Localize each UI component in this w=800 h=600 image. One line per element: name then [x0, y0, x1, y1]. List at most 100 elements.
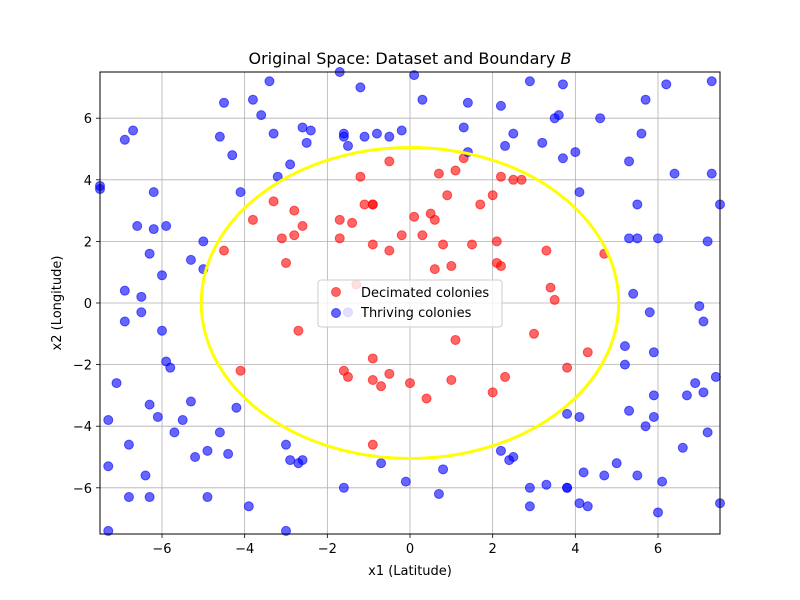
thriving-point	[243, 501, 254, 512]
thriving-point	[417, 94, 428, 105]
thriving-point	[219, 97, 229, 108]
thriving-point	[214, 427, 225, 438]
thriving-point	[653, 233, 663, 244]
thriving-point	[165, 362, 176, 373]
legend-label-thriving: Thriving colonies	[360, 306, 472, 321]
thriving-point	[698, 316, 709, 327]
thriving-point	[657, 476, 668, 487]
decimated-point	[562, 362, 573, 373]
thriving-point	[524, 482, 535, 493]
thriving-point	[231, 402, 242, 413]
thriving-point	[495, 100, 506, 111]
thriving-point	[648, 411, 659, 422]
thriving-point	[508, 128, 519, 139]
thriving-point	[698, 387, 709, 398]
thriving-point	[202, 445, 213, 456]
decimated-point	[495, 171, 506, 182]
decimated-point	[293, 325, 304, 336]
thriving-point	[343, 140, 353, 151]
thriving-point	[677, 442, 688, 453]
decimated-point	[338, 365, 349, 376]
decimated-point	[500, 371, 511, 382]
decimated-point	[235, 365, 246, 376]
decimated-point	[289, 205, 300, 216]
thriving-point	[669, 168, 680, 179]
thriving-point	[111, 378, 122, 389]
thriving-point	[144, 399, 155, 410]
decimated-point	[219, 245, 229, 256]
decimated-point	[442, 190, 453, 201]
thriving-point	[338, 482, 349, 493]
legend-marker-thriving	[331, 308, 341, 318]
thriving-point	[495, 445, 506, 456]
thriving-point	[359, 131, 370, 142]
thriving-point	[301, 137, 312, 148]
thriving-point	[706, 168, 717, 179]
decimated-point	[446, 261, 457, 272]
y-tick-label: 6	[84, 112, 92, 127]
decimated-point	[429, 214, 440, 225]
thriving-point	[619, 359, 630, 370]
y-tick-label: 0	[84, 297, 92, 312]
thriving-point	[574, 187, 585, 198]
thriving-point	[214, 131, 225, 142]
thriving-point	[123, 492, 134, 503]
thriving-point	[562, 482, 573, 493]
thriving-point	[371, 128, 382, 139]
thriving-point	[557, 153, 568, 164]
thriving-point	[640, 94, 651, 105]
decimated-point	[475, 199, 486, 210]
thriving-point	[574, 411, 585, 422]
decimated-point	[450, 165, 461, 176]
thriving-point	[628, 288, 639, 299]
thriving-point	[640, 421, 651, 432]
decimated-point	[429, 264, 440, 275]
decimated-point	[495, 261, 506, 272]
thriving-point	[136, 291, 147, 302]
thriving-point	[256, 110, 267, 121]
decimated-point	[421, 393, 432, 404]
thriving-point	[632, 470, 643, 481]
decimated-point	[359, 199, 370, 210]
decimated-point	[347, 217, 358, 228]
x-tick-label: 4	[571, 542, 579, 557]
x-axis-ticks: −6 −4 −2 0 2 4 6	[152, 534, 662, 557]
decimated-point	[376, 381, 387, 392]
y-axis-ticks: −6 −4 −2 0 2 4 6	[73, 112, 100, 497]
x-tick-label: 2	[489, 542, 497, 557]
thriving-point	[632, 233, 643, 244]
thriving-point	[144, 248, 155, 259]
thriving-point	[562, 408, 573, 419]
x-axis-label: x1 (Latitude)	[368, 564, 452, 579]
decimated-point	[450, 334, 461, 345]
thriving-point	[227, 150, 238, 161]
decimated-point	[541, 245, 552, 256]
x-tick-label: 6	[654, 542, 662, 557]
thriving-point	[285, 455, 296, 466]
decimated-point	[367, 199, 378, 210]
decimated-point	[508, 174, 519, 185]
y-tick-label: −6	[73, 482, 92, 497]
chart-title-math: B	[561, 49, 572, 68]
thriving-point	[198, 236, 209, 247]
thriving-point	[578, 467, 589, 478]
thriving-point	[235, 187, 246, 198]
decimated-point	[367, 239, 378, 250]
thriving-point	[285, 159, 296, 170]
thriving-point	[438, 464, 449, 475]
decimated-point	[529, 328, 539, 339]
boundary-circle	[199, 145, 621, 461]
thriving-point	[599, 470, 610, 481]
decimated-point	[276, 233, 287, 244]
decimated-point	[516, 174, 527, 185]
thriving-point	[690, 378, 701, 389]
thriving-point	[648, 347, 659, 358]
thriving-point	[148, 224, 159, 235]
thriving-point	[582, 501, 593, 512]
thriving-point	[557, 79, 568, 90]
thriving-point	[462, 97, 473, 108]
decimated-point	[367, 439, 378, 450]
thriving-point	[338, 131, 349, 142]
thriving-point	[644, 307, 655, 318]
